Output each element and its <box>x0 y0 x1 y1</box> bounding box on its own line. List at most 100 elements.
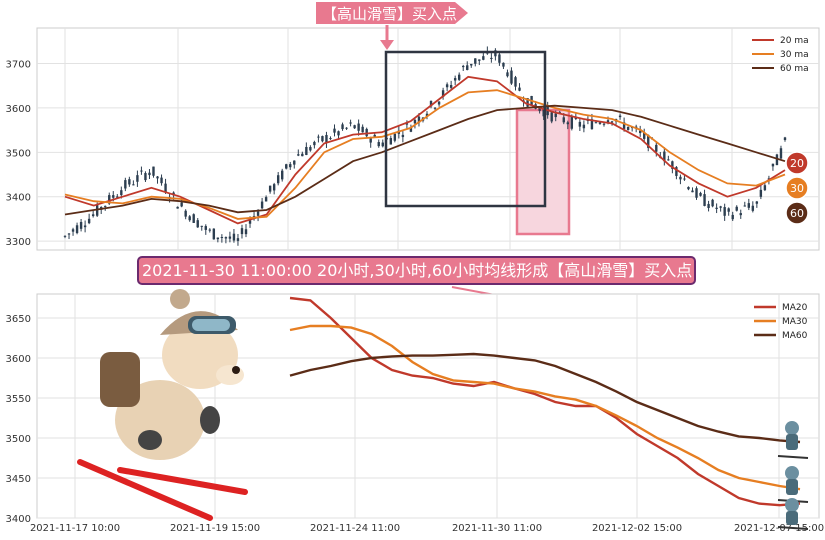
ma-line-20-ma <box>64 75 786 225</box>
candle-body <box>723 207 726 216</box>
candle-body <box>208 229 212 231</box>
candle-body <box>232 233 236 241</box>
candle-body <box>272 184 276 191</box>
candle-body <box>703 194 706 206</box>
candle-body <box>252 216 256 218</box>
candle-body <box>570 116 574 129</box>
candle-body <box>699 192 702 196</box>
candle-body <box>393 133 397 141</box>
candle-body <box>224 237 228 239</box>
bottom-y-axis: 3400 3450 3500 3550 3600 3650 <box>6 314 31 525</box>
candle-body <box>136 175 139 182</box>
candle-body <box>188 216 191 221</box>
candle-body <box>679 176 682 180</box>
ma-line-60-ma <box>64 104 786 216</box>
candle-body <box>196 220 199 228</box>
candle-body <box>707 203 710 209</box>
candle-body <box>264 197 268 202</box>
candle-body <box>260 201 264 209</box>
y-tick-label: 3500 <box>6 148 31 159</box>
candle-body <box>176 206 179 209</box>
skiing-dog-illustration <box>77 289 248 521</box>
candle-body <box>236 238 240 241</box>
candle-body <box>184 210 187 217</box>
candle-body <box>610 121 614 123</box>
candle-body <box>353 125 356 129</box>
bottom-x-axis: 2021-11-17 10:00 2021-11-19 15:00 2021-11-… <box>30 523 824 534</box>
candle-body <box>638 130 642 134</box>
candle-body <box>739 213 742 216</box>
skier-icon <box>777 498 809 530</box>
ma-badge <box>785 176 809 200</box>
candle-body <box>562 117 565 123</box>
candle-body <box>526 98 529 107</box>
candle-body <box>783 137 787 141</box>
y-tick-label: 3700 <box>6 60 31 71</box>
x-tick-label: 2021-12-07 15:00 <box>734 523 824 534</box>
candle-body <box>345 127 348 129</box>
candle-body <box>763 185 767 191</box>
y-tick-label: 3550 <box>6 394 31 405</box>
candle-body <box>767 178 771 180</box>
candle-body <box>405 123 409 125</box>
candle-body <box>148 172 151 176</box>
candle-body <box>602 123 606 125</box>
candle-body <box>325 134 328 143</box>
candle-body <box>104 205 107 207</box>
y-tick-label: 3400 <box>6 514 31 525</box>
legend-label: MA60 <box>782 331 808 341</box>
focus-box <box>384 50 547 208</box>
ma-line-MA20 <box>289 296 801 507</box>
candle-body <box>566 122 569 125</box>
candle-body <box>75 225 79 234</box>
ma-line-MA30 <box>289 324 801 491</box>
candle-body <box>112 195 115 198</box>
candle-body <box>317 136 320 138</box>
y-tick-label: 3600 <box>6 104 31 115</box>
candle-body <box>409 127 413 132</box>
candle-body <box>293 160 296 165</box>
y-tick-label: 3450 <box>6 474 31 485</box>
candle-body <box>301 153 304 157</box>
candle-body <box>71 229 75 232</box>
candle-body <box>727 208 730 212</box>
candle-body <box>437 101 441 105</box>
candle-body <box>510 70 513 84</box>
candle-body <box>289 164 292 168</box>
candle-body <box>116 196 119 198</box>
legend-label: MA20 <box>782 303 808 313</box>
candle-body <box>538 107 541 111</box>
candle-body <box>747 203 750 208</box>
candle-body <box>514 77 517 87</box>
candle-body <box>667 159 670 161</box>
candle-body <box>655 144 658 152</box>
y-tick-label: 3300 <box>6 237 31 248</box>
candle-body <box>663 151 666 162</box>
x-tick-label: 2021-12-02 15:00 <box>592 523 682 534</box>
x-tick-label: 2021-11-24 11:00 <box>310 523 400 534</box>
candle-body <box>429 100 433 107</box>
candle-body <box>120 190 123 196</box>
top-grid <box>37 28 819 250</box>
candle-body <box>691 190 694 193</box>
candle-body <box>647 134 650 148</box>
x-tick-label: 2021-11-19 15:00 <box>170 523 260 534</box>
candle-body <box>598 122 602 124</box>
x-tick-label: 2021-11-30 11:00 <box>452 523 542 534</box>
candle-body <box>618 115 622 118</box>
top-chart-panel <box>36 27 820 251</box>
ma-line-MA60 <box>289 352 801 444</box>
y-tick-label: 3400 <box>6 193 31 204</box>
buy-point-callout: 【高山滑雪】买入点 <box>316 2 468 50</box>
candle-body <box>590 119 594 130</box>
candle-body <box>108 195 111 204</box>
y-tick-label: 3500 <box>6 434 31 445</box>
candle-body <box>502 62 505 67</box>
candle-body <box>470 63 473 66</box>
candle-body <box>779 148 783 159</box>
highlight-rect <box>515 108 571 236</box>
legend-label: 30 ma <box>780 50 809 60</box>
candle-body <box>349 122 352 124</box>
candle-body <box>63 235 67 237</box>
